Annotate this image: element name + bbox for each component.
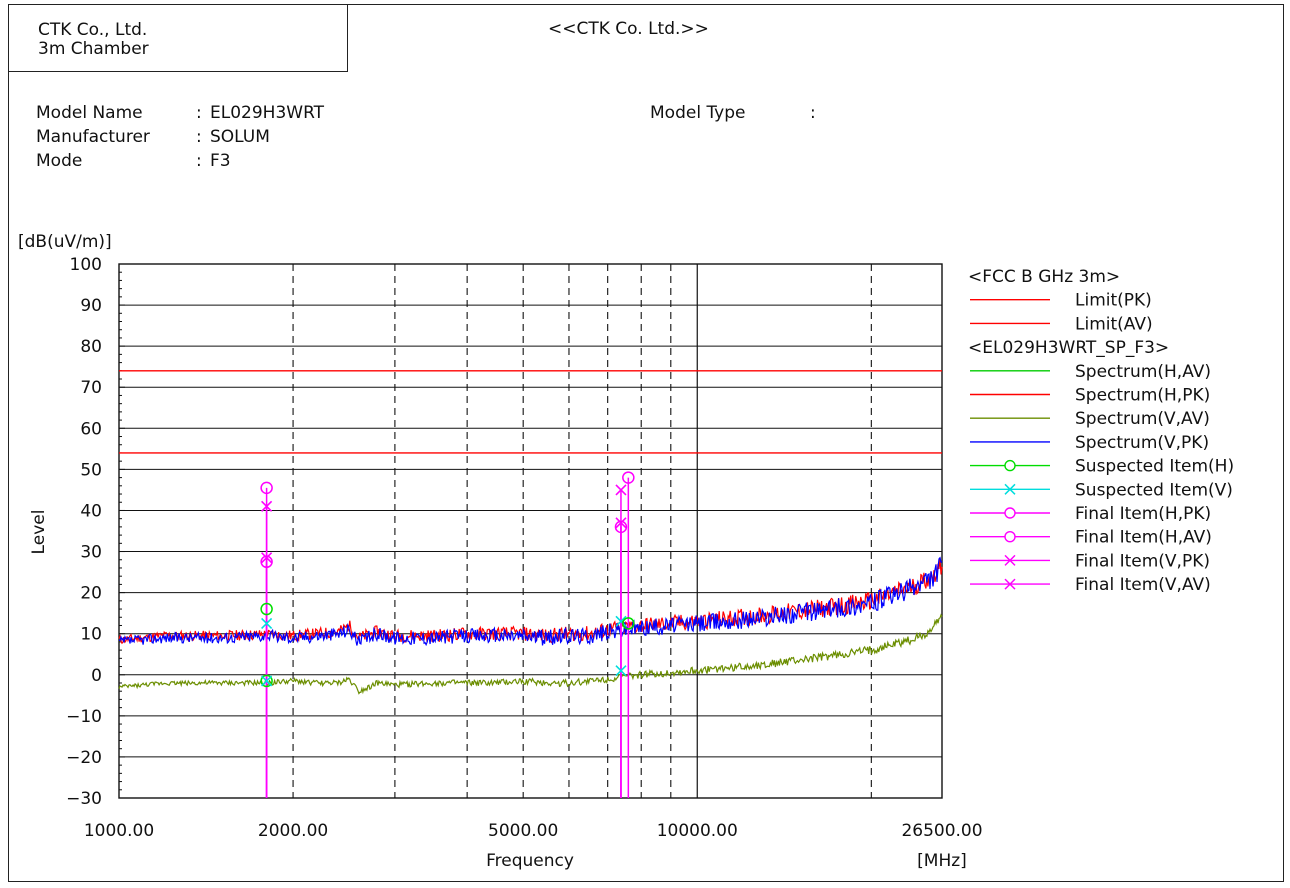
suspected-item-marker: [622, 617, 635, 630]
x-tick-label: 10000.00: [657, 821, 738, 841]
final-item-marker: [261, 552, 273, 564]
mode-label: Mode: [36, 151, 83, 171]
y-tick-label: 20: [80, 584, 102, 604]
y-tick-label: 80: [80, 337, 102, 357]
legend-label: Spectrum(H,AV): [1075, 362, 1211, 382]
y-tick-label: 10: [80, 625, 102, 645]
manufacturer-label: Manufacturer: [36, 127, 150, 147]
x-tick-label: 2000.00: [258, 821, 328, 841]
model-type-label: Model Type: [650, 103, 746, 123]
final-item-marker: [260, 481, 273, 495]
final-item-marker: [615, 484, 627, 496]
legend-label: Final Item(V,PK): [1075, 551, 1210, 571]
final-item-marker: [260, 555, 273, 569]
legend-label: Final Item(V,AV): [1075, 575, 1211, 595]
y-tick-label: −20: [66, 748, 102, 768]
model-name-label: Model Name: [36, 103, 143, 123]
model-type-separator: :: [810, 103, 816, 123]
legend-label: Spectrum(V,AV): [1075, 409, 1210, 429]
suspected-item-marker: [260, 602, 273, 616]
mode-value: F3: [210, 151, 231, 171]
mode-separator: :: [196, 151, 202, 171]
legend-marker: [1004, 554, 1016, 566]
manufacturer-separator: :: [196, 127, 202, 147]
series-line-spectrum-v-pk: [118, 556, 943, 647]
plot-area: [118, 263, 943, 799]
y-tick-label: 90: [80, 296, 102, 316]
company-name: CTK Co., Ltd.: [38, 20, 148, 40]
x-tick-label: 1000.00: [84, 821, 154, 841]
legend-label: Limit(AV): [1075, 314, 1153, 334]
company-box: CTK Co., Ltd. 3m Chamber: [8, 4, 348, 72]
suspected-item-marker: [261, 675, 273, 687]
x-tick-label: 26500.00: [901, 821, 982, 841]
legend-label: Spectrum(V,PK): [1075, 433, 1209, 453]
final-item-marker: [261, 500, 273, 512]
x-axis-unit: [MHz]: [917, 851, 967, 871]
y-axis-title: Level: [29, 510, 49, 555]
report-title: <<CTK Co. Ltd.>>: [548, 19, 709, 39]
y-tick-label: 30: [80, 543, 102, 563]
legend-label: Final Item(H,PK): [1075, 504, 1211, 524]
legend-marker: [1004, 459, 1016, 472]
legend-heading: <FCC B GHz 3m>: [968, 267, 1120, 287]
suspected-item-marker: [615, 615, 627, 627]
legend-label: Suspected Item(V): [1075, 480, 1233, 500]
suspected-item-marker: [260, 674, 273, 688]
x-axis-title: Frequency: [486, 851, 574, 871]
model-name-separator: :: [196, 103, 202, 123]
y-tick-label: −10: [66, 707, 102, 727]
y-tick-label: 70: [80, 378, 102, 398]
legend-marker: [1004, 578, 1016, 590]
final-item-marker: [614, 520, 628, 534]
series-line-spectrum-h-pk: [118, 557, 943, 645]
chamber-name: 3m Chamber: [38, 39, 149, 59]
x-tick-label: 5000.00: [488, 821, 558, 841]
y-tick-label: 40: [80, 501, 102, 521]
final-item-marker: [622, 471, 635, 484]
legend-marker: [1004, 507, 1016, 519]
y-axis-unit: [dB(uV/m)]: [18, 232, 112, 252]
legend-label: Final Item(H,AV): [1075, 528, 1212, 548]
y-tick-label: 100: [70, 255, 102, 275]
legend-label: Limit(PK): [1075, 291, 1152, 311]
y-tick-label: 0: [91, 666, 102, 686]
y-tick-label: −30: [66, 789, 102, 809]
suspected-item-marker: [615, 665, 627, 677]
y-tick-label: 60: [80, 419, 102, 439]
model-name-value: EL029H3WRT: [210, 103, 325, 123]
legend-label: Spectrum(H,PK): [1075, 386, 1210, 406]
y-tick-label: 50: [80, 460, 102, 480]
series-line-spectrum-v-av: [118, 613, 943, 695]
legend-marker: [1004, 531, 1016, 543]
legend-label: Suspected Item(H): [1075, 457, 1234, 477]
suspected-item-marker: [261, 617, 273, 629]
final-item-marker: [615, 517, 627, 529]
legend-marker: [1004, 483, 1016, 495]
legend-heading: <EL029H3WRT_SP_F3>: [968, 338, 1169, 358]
manufacturer-value: SOLUM: [210, 127, 270, 147]
